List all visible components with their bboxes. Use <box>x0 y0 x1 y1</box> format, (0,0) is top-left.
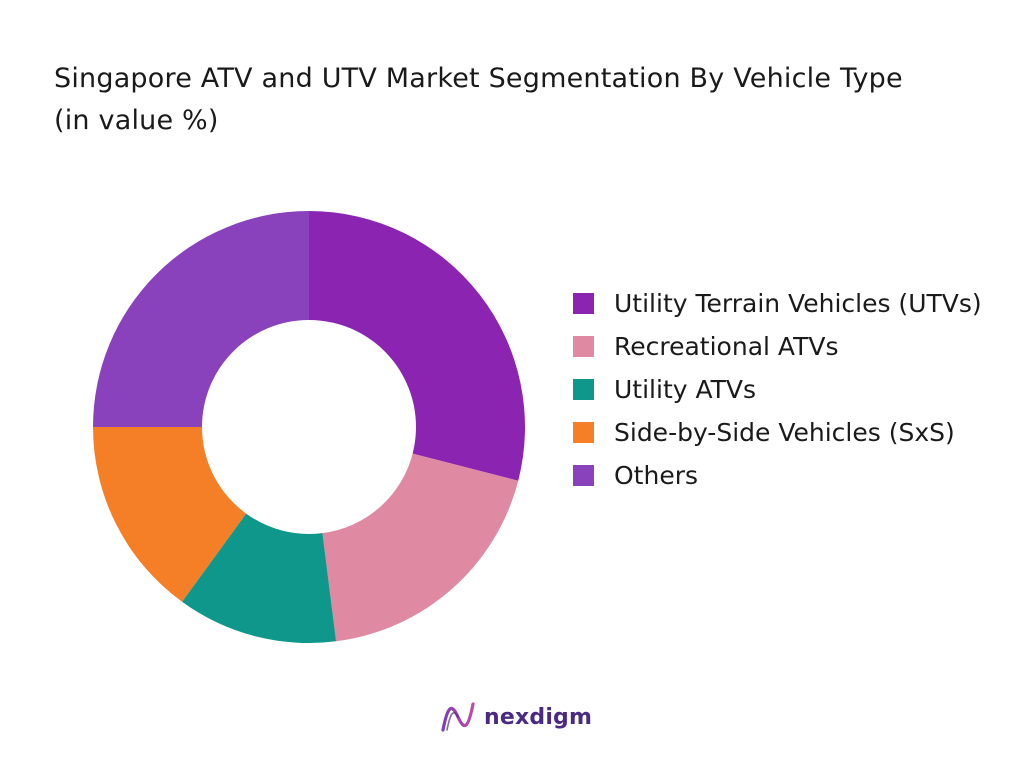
donut-slice-1 <box>309 211 525 481</box>
legend-swatch <box>573 336 594 357</box>
legend-item-others: Others <box>573 457 993 495</box>
legend-swatch <box>573 379 594 400</box>
donut-slice-3 <box>182 513 337 643</box>
legend-swatch <box>573 465 594 486</box>
legend-item-sxs: Side-by-Side Vehicles (SxS) <box>573 414 993 452</box>
donut-slice-5 <box>93 211 309 427</box>
legend-item-utvs: Utility Terrain Vehicles (UTVs) <box>573 285 993 323</box>
legend-item-utility-atvs: Utility ATVs <box>573 371 993 409</box>
donut-slice-4 <box>93 427 247 602</box>
legend-label: Others <box>614 461 699 490</box>
nexdigm-logo-icon <box>441 702 475 732</box>
legend-item-recreational-atvs: Recreational ATVs <box>573 328 993 366</box>
brand-logo: nexdigm <box>440 697 592 737</box>
legend-label: Utility ATVs <box>614 375 757 404</box>
donut-slice-2 <box>322 453 519 642</box>
brand-name: nexdigm <box>484 704 593 730</box>
chart-title: Singapore ATV and UTV Market Segmentatio… <box>54 63 903 136</box>
legend-label: Side-by-Side Vehicles (SxS) <box>614 418 955 447</box>
legend-swatch <box>573 422 594 443</box>
legend-swatch <box>573 293 594 314</box>
legend-label: Recreational ATVs <box>614 332 839 361</box>
chart-legend: Utility Terrain Vehicles (UTVs) Recreati… <box>573 285 993 500</box>
legend-label: Utility Terrain Vehicles (UTVs) <box>614 289 982 318</box>
